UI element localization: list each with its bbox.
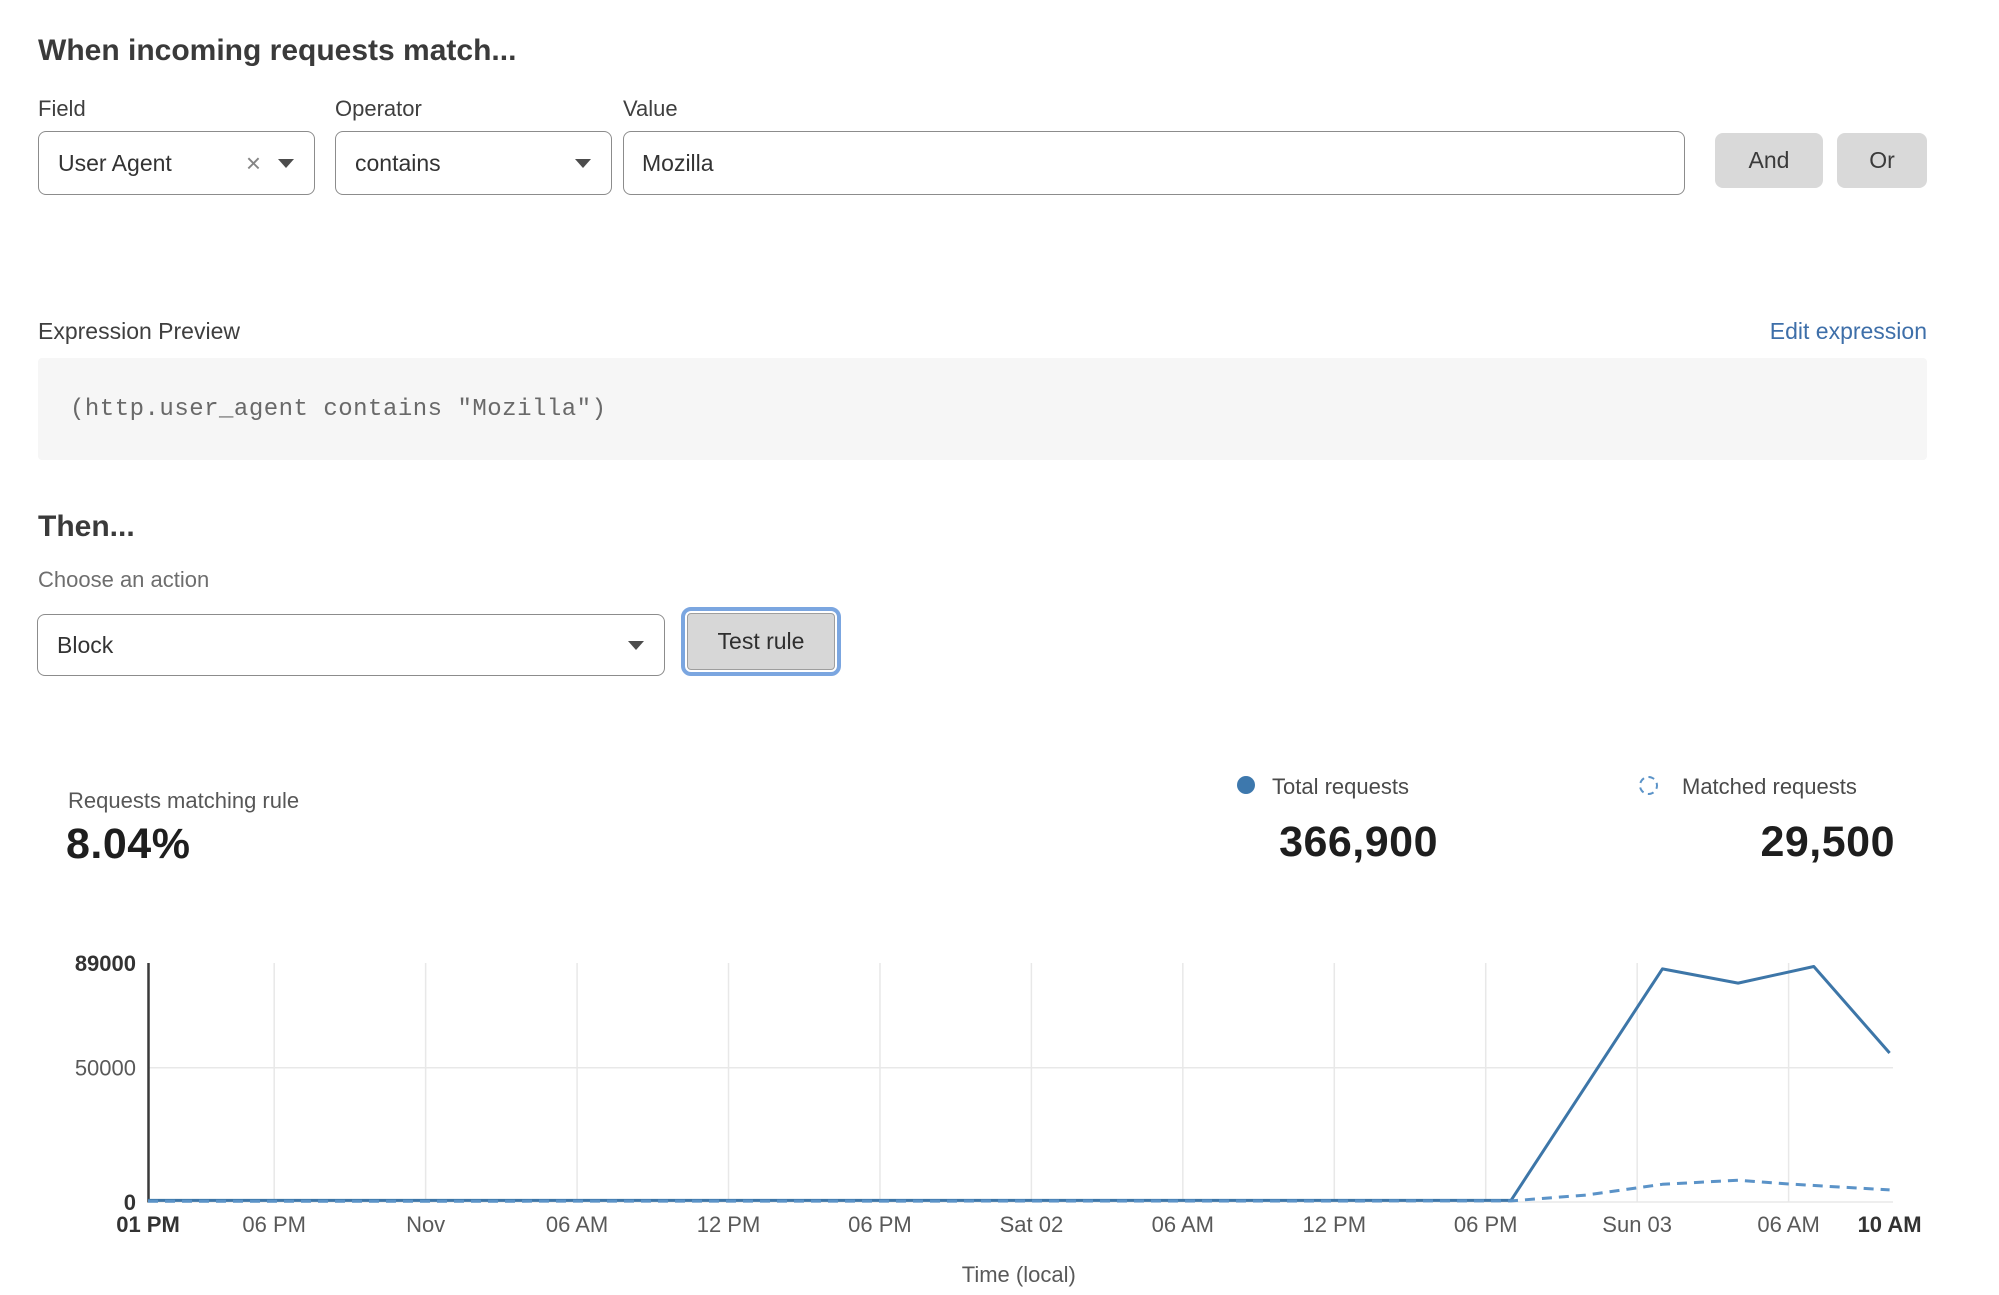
total-requests-value: 366,900 — [1279, 818, 1438, 866]
x-tick-label: Sat 02 — [1000, 1212, 1064, 1237]
x-tick-label: 10 AM — [1858, 1212, 1922, 1237]
expression-preview-label: Expression Preview — [38, 318, 240, 344]
matched-requests-value: 29,500 — [1760, 818, 1895, 866]
x-tick-label: 06 PM — [242, 1212, 306, 1237]
chevron-down-icon — [628, 640, 644, 650]
and-button[interactable]: And — [1715, 133, 1823, 188]
clear-field-icon[interactable]: × — [245, 148, 261, 178]
series-matched-requests — [147, 1178, 1890, 1203]
x-tick-label: 06 AM — [1152, 1212, 1214, 1237]
expression-code: (http.user_agent contains "Mozilla") — [70, 395, 607, 423]
expression-code-block: (http.user_agent contains "Mozilla") — [38, 358, 1927, 460]
chevron-down-icon — [575, 158, 591, 168]
choose-action-label: Choose an action — [38, 567, 210, 592]
x-tick-label: 06 PM — [1454, 1212, 1518, 1237]
x-tick-label: Sun 03 — [1602, 1212, 1672, 1237]
page-title: When incoming requests match... — [38, 34, 517, 67]
x-tick-label: 01 PM — [116, 1212, 180, 1237]
x-tick-label: 12 PM — [1302, 1212, 1366, 1237]
x-tick-label: Nov — [406, 1212, 445, 1237]
matched-requests-label: Matched requests — [1682, 774, 1857, 799]
field-select-value: User Agent — [58, 149, 172, 176]
or-button[interactable]: Or — [1837, 133, 1927, 188]
x-axis-title: Time (local) — [962, 1262, 1076, 1287]
total-requests-legend-icon — [1237, 776, 1255, 794]
operator-select-value: contains — [355, 149, 441, 176]
value-input[interactable] — [623, 131, 1685, 195]
action-select[interactable]: Block — [37, 614, 665, 676]
value-label: Value — [623, 96, 678, 121]
then-heading: Then... — [38, 510, 135, 543]
edit-expression-link[interactable]: Edit expression — [1769, 318, 1927, 344]
field-label: Field — [38, 96, 86, 121]
chevron-down-icon — [278, 158, 294, 168]
matched-requests-legend-icon — [1639, 776, 1658, 795]
x-tick-label: 12 PM — [697, 1212, 761, 1237]
operator-select[interactable]: contains — [335, 131, 612, 195]
operator-label: Operator — [335, 96, 422, 121]
y-tick-label: 89000 — [75, 951, 136, 976]
total-requests-label: Total requests — [1272, 774, 1409, 799]
requests-matching-value: 8.04% — [66, 820, 191, 868]
requests-matching-label: Requests matching rule — [68, 788, 300, 813]
field-select[interactable]: User Agent × — [38, 131, 315, 195]
test-rule-focus-ring: Test rule — [681, 607, 841, 676]
x-tick-label: 06 AM — [1757, 1212, 1819, 1237]
y-tick-label: 50000 — [75, 1056, 136, 1081]
test-rule-button[interactable]: Test rule — [687, 613, 835, 670]
y-tick-label: 0 — [124, 1190, 136, 1215]
x-tick-label: 06 PM — [848, 1212, 912, 1237]
requests-chart: 0 50000 89000 01 PM 06 PM Nov 06 AM 12 PM 06 PM S… — [75, 951, 1922, 1287]
action-select-value: Block — [57, 631, 114, 658]
x-tick-label: 06 AM — [546, 1212, 608, 1237]
series-total-requests — [148, 965, 1891, 1202]
